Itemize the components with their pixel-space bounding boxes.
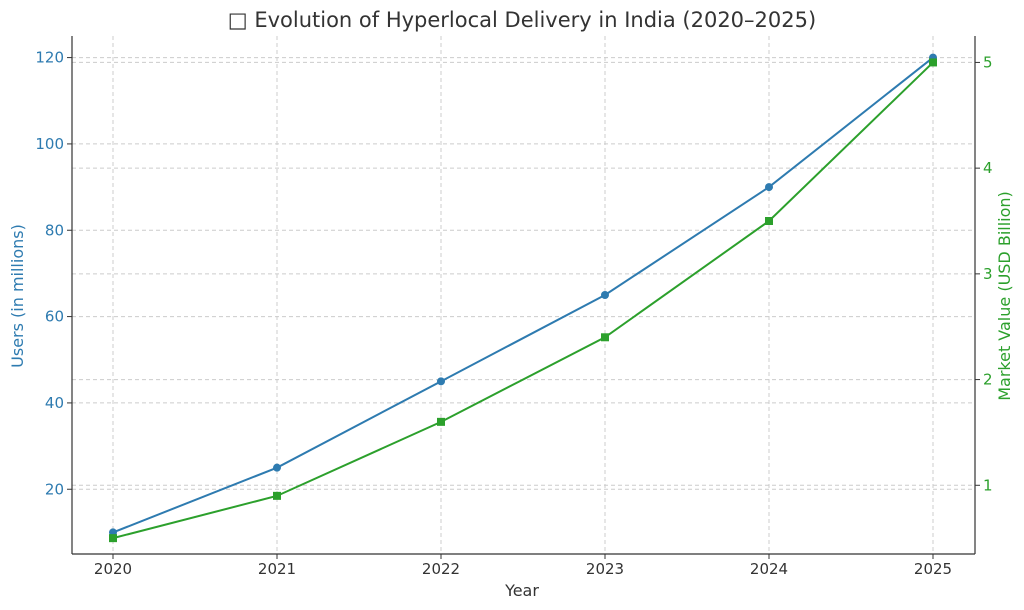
market-value-series-line	[112, 61, 934, 540]
x-tick-label: 2021	[258, 560, 296, 578]
y-right-tick-label: 5	[983, 53, 993, 71]
market-value-series-point	[929, 58, 937, 67]
users-series-line	[112, 56, 934, 534]
market-value-series-point	[765, 217, 773, 225]
x-tick-label: 2024	[750, 560, 788, 578]
y-right-tick-label: 1	[983, 476, 993, 494]
market-value-series-point	[601, 333, 609, 342]
y-left-tick-label: 60	[45, 308, 64, 326]
users-series-point	[273, 463, 281, 472]
y-right-tick-label: 3	[983, 265, 993, 283]
y-left-tick-label: 40	[45, 394, 64, 412]
x-tick-label: 2022	[422, 560, 460, 578]
y-axis-left-label: Users (in millions)	[8, 224, 27, 368]
y-axis-right-label: Market Value (USD Billion)	[995, 191, 1014, 401]
users-series-point	[765, 183, 773, 192]
y-right-tick-label: 2	[983, 371, 993, 389]
y-left-tick-label: 120	[35, 49, 64, 67]
axes-layer	[71, 36, 976, 555]
market-value-series-point	[437, 417, 445, 426]
market-value-series-point	[109, 534, 117, 543]
y-left-tick-label: 100	[35, 135, 64, 153]
series-layer	[109, 53, 937, 543]
x-tick-label: 2023	[586, 560, 624, 578]
ticks-layer: 2020 2021 2022 2023 2024 2025 20 40 60 80 100 120 1 2…	[35, 49, 992, 578]
users-series-point	[601, 291, 609, 299]
market-value-series-point	[273, 491, 281, 500]
chart-title: □ Evolution of Hyperlocal Delivery in In…	[228, 8, 816, 32]
y-right-tick-label: 4	[983, 159, 993, 177]
grid-layer	[72, 36, 975, 554]
y-left-tick-label: 80	[45, 221, 64, 239]
users-series-point	[437, 377, 445, 386]
y-left-tick-label: 20	[45, 480, 64, 498]
x-axis-label: Year	[504, 581, 539, 600]
x-tick-label: 2020	[94, 560, 132, 578]
x-tick-label: 2025	[914, 560, 952, 578]
